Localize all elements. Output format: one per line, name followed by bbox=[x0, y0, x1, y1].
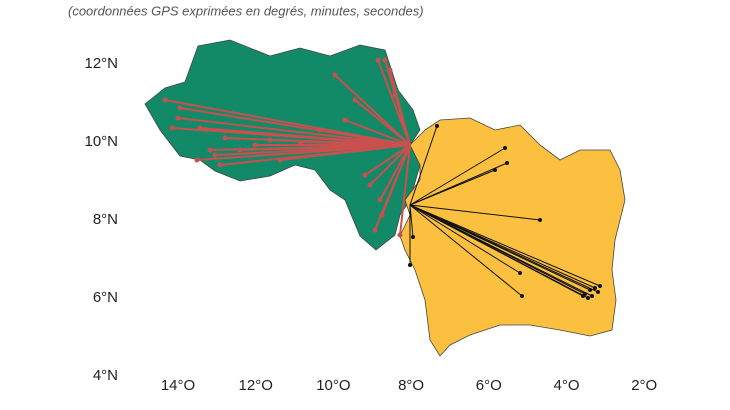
map-subtitle: (coordonnées GPS exprimées en degrés, mi… bbox=[68, 3, 424, 18]
red-point bbox=[207, 147, 213, 153]
red-flow bbox=[177, 117, 411, 146]
black-flow bbox=[409, 147, 506, 206]
black-point bbox=[590, 294, 594, 298]
red-point bbox=[342, 117, 348, 123]
red-flow bbox=[354, 99, 411, 146]
black-flow bbox=[409, 204, 414, 238]
black-flow bbox=[409, 204, 601, 287]
black-point bbox=[518, 271, 522, 275]
black-point bbox=[493, 168, 497, 172]
red-point bbox=[382, 57, 388, 63]
red-point bbox=[197, 125, 203, 131]
cote-divoire-region bbox=[399, 117, 626, 357]
red-point bbox=[332, 72, 338, 78]
red-point bbox=[252, 142, 258, 148]
red-flow bbox=[384, 59, 411, 146]
red-point bbox=[194, 157, 200, 163]
red-point bbox=[222, 135, 228, 141]
longitude-label: 2°O bbox=[631, 377, 657, 394]
red-point bbox=[372, 227, 378, 233]
latitude-label: 8°N bbox=[93, 211, 118, 228]
red-flow bbox=[369, 144, 411, 186]
red-point bbox=[212, 152, 218, 158]
black-point bbox=[520, 294, 524, 298]
latitude-label: 4°N bbox=[93, 367, 118, 384]
red-point bbox=[177, 105, 183, 111]
red-flow bbox=[399, 144, 411, 236]
red-point bbox=[352, 97, 358, 103]
black-flow bbox=[409, 204, 523, 297]
latitude-label: 10°N bbox=[84, 133, 118, 150]
red-flow bbox=[364, 144, 411, 176]
black-point bbox=[503, 146, 507, 150]
black-flow bbox=[409, 204, 541, 221]
red-point bbox=[317, 127, 323, 133]
longitude-label: 8°O bbox=[398, 377, 424, 394]
red-flow bbox=[319, 129, 411, 146]
black-point bbox=[598, 284, 602, 288]
red-point bbox=[162, 97, 168, 103]
red-point bbox=[375, 57, 381, 63]
black-point bbox=[586, 296, 590, 300]
red-flow bbox=[377, 59, 411, 146]
red-point bbox=[175, 115, 181, 121]
black-flow bbox=[409, 204, 584, 297]
black-flow bbox=[409, 125, 438, 206]
longitude-label: 4°O bbox=[553, 377, 579, 394]
red-point bbox=[362, 172, 368, 178]
red-point bbox=[297, 139, 303, 145]
red-flow bbox=[374, 144, 411, 231]
longitude-label: 12°O bbox=[239, 377, 273, 394]
red-flow bbox=[344, 119, 411, 146]
black-point bbox=[596, 290, 600, 294]
black-flow bbox=[409, 204, 599, 293]
red-point bbox=[169, 125, 175, 131]
red-point bbox=[367, 182, 373, 188]
red-point bbox=[397, 232, 403, 238]
black-flow bbox=[409, 204, 521, 274]
black-point bbox=[505, 161, 509, 165]
black-point bbox=[581, 294, 585, 298]
red-flow bbox=[279, 144, 411, 161]
black-point bbox=[538, 218, 542, 222]
latitude-label: 6°N bbox=[93, 289, 118, 306]
black-flow bbox=[409, 204, 593, 297]
red-point bbox=[377, 197, 383, 203]
red-flow bbox=[379, 144, 411, 201]
red-flow bbox=[299, 141, 411, 146]
black-point bbox=[408, 263, 412, 267]
black-point bbox=[411, 235, 415, 239]
longitude-label: 10°O bbox=[316, 377, 350, 394]
red-point bbox=[267, 137, 273, 143]
red-point bbox=[237, 147, 243, 153]
black-point bbox=[435, 124, 439, 128]
red-point bbox=[217, 162, 223, 168]
red-flow bbox=[199, 127, 411, 146]
longitude-label: 14°O bbox=[161, 377, 195, 394]
black-flow bbox=[409, 169, 496, 206]
latitude-label: 12°N bbox=[84, 55, 118, 72]
red-point bbox=[277, 157, 283, 163]
longitude-label: 6°O bbox=[476, 377, 502, 394]
black-point bbox=[593, 286, 597, 290]
red-flow bbox=[334, 74, 411, 146]
